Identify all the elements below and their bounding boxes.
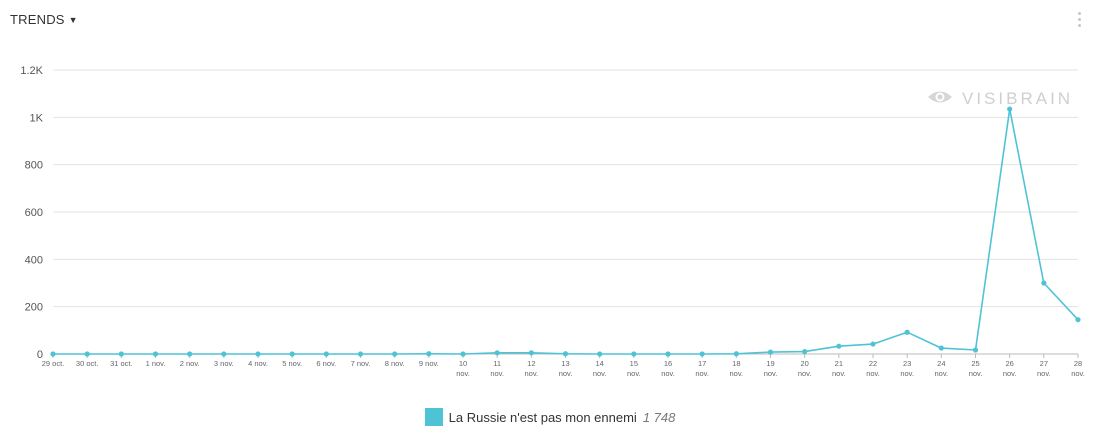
y-tick-label: 200 <box>25 302 43 314</box>
x-tick-label: 4 nov. <box>248 359 268 368</box>
data-point <box>187 351 193 357</box>
trends-dropdown[interactable]: TRENDS ▼ <box>10 12 78 27</box>
y-tick-label: 1K <box>30 112 44 124</box>
x-tick-label: 5 nov. <box>282 359 302 368</box>
x-tick-label: 18 nov. <box>730 359 744 378</box>
data-point <box>1041 280 1047 286</box>
trend-chart: VISIBRAIN 0 200 400 600 800 1K 1.2K 29 oct. 30 … <box>20 65 1085 378</box>
data-point <box>426 351 432 357</box>
x-tick-label: 27 nov. <box>1037 359 1051 378</box>
x-tick-label: 3 nov. <box>214 359 234 368</box>
x-tick-label: 24 nov. <box>935 359 949 378</box>
data-point <box>255 351 261 357</box>
data-point <box>392 351 398 357</box>
data-point <box>289 351 295 357</box>
x-tick-label: 15 nov. <box>627 359 641 378</box>
grid-lines <box>53 69 1078 355</box>
data-point <box>767 349 774 355</box>
data-point <box>494 350 500 356</box>
data-point <box>665 351 671 357</box>
x-tick-label: 7 nov. <box>351 359 371 368</box>
data-point <box>221 351 227 357</box>
data-point <box>323 351 329 357</box>
x-tick-label: 21 nov. <box>832 359 846 378</box>
data-point <box>528 350 534 356</box>
data-point <box>699 351 705 357</box>
legend-swatch <box>424 408 443 426</box>
x-tick-label: 30 oct. <box>76 359 99 368</box>
series-line <box>53 108 1079 355</box>
x-tick-label: 28 nov. <box>1071 359 1085 378</box>
data-point <box>802 349 808 355</box>
x-tick-label: 9 nov. <box>419 359 439 368</box>
legend-label: La Russie n'est pas mon ennemi <box>448 409 637 425</box>
data-point <box>972 347 979 353</box>
x-tick-label: 8 nov. <box>385 359 405 368</box>
x-tick-label: 26 nov. <box>1003 359 1017 378</box>
more-vertical-icon[interactable] <box>1078 12 1082 27</box>
data-point <box>460 351 466 357</box>
y-tick-label: 1.2K <box>20 65 43 77</box>
x-tick-label: 10 nov. <box>456 359 470 378</box>
watermark: VISIBRAIN <box>928 89 1073 108</box>
data-point <box>1075 317 1081 323</box>
data-point <box>904 329 910 335</box>
trends-title: TRENDS <box>10 12 65 27</box>
caret-down-icon: ▼ <box>68 14 78 25</box>
data-point <box>357 351 364 357</box>
x-tick-label: 25 nov. <box>969 359 983 378</box>
x-tick-label: 22 nov. <box>866 359 880 378</box>
x-tick-label: 6 nov. <box>316 359 336 368</box>
legend-total: 1 748 <box>642 409 676 425</box>
x-tick-label: 11 nov. <box>490 359 504 378</box>
data-point <box>118 351 124 357</box>
x-tick-label: 29 oct. <box>42 359 65 368</box>
x-tick-label: 14 nov. <box>593 359 607 378</box>
data-point <box>84 351 90 357</box>
watermark-text: VISIBRAIN <box>962 89 1073 108</box>
data-point <box>836 343 842 349</box>
x-tick-label: 19 nov. <box>764 359 778 378</box>
x-tick-label: 31 oct. <box>110 359 133 368</box>
x-tick-label: 1 nov. <box>146 359 166 368</box>
x-axis: 29 oct. 30 oct. 31 oct. 1 nov. 2 nov. 3 nov. 4… <box>42 354 1085 378</box>
y-tick-label: 400 <box>25 254 43 266</box>
data-point <box>1007 106 1013 112</box>
y-tick-label: 800 <box>25 160 43 172</box>
x-tick-label: 12 nov. <box>525 359 539 378</box>
data-point <box>733 351 739 357</box>
y-tick-label: 600 <box>25 207 43 219</box>
data-point <box>938 345 944 351</box>
data-point <box>870 341 876 347</box>
data-point <box>152 351 159 357</box>
y-tick-label: 0 <box>37 349 43 361</box>
data-point <box>597 351 603 357</box>
y-axis: 0 200 400 600 800 1K 1.2K <box>20 65 43 361</box>
data-point <box>631 351 637 357</box>
series-layer <box>50 106 1081 357</box>
eye-icon <box>928 91 952 103</box>
x-tick-label: 2 nov. <box>180 359 200 368</box>
data-point <box>50 351 56 357</box>
data-point <box>562 351 569 357</box>
x-tick-label: 16 nov. <box>661 359 675 378</box>
x-tick-label: 17 nov. <box>695 359 709 378</box>
x-tick-label: 20 nov. <box>798 359 812 378</box>
x-tick-label: 13 nov. <box>559 359 573 378</box>
legend[interactable]: La Russie n'est pas mon ennemi 1 748 <box>0 408 1100 426</box>
x-tick-label: 23 nov. <box>900 359 914 378</box>
